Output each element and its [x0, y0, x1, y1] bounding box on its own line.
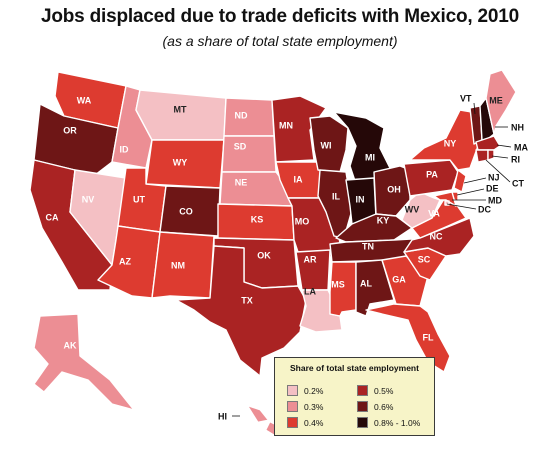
label-mo: MO — [295, 216, 310, 226]
label-me: ME — [489, 95, 503, 105]
legend-item: 0.8% - 1.0% — [357, 416, 420, 429]
label-wa: WA — [77, 95, 92, 105]
label-ma: MA — [514, 142, 528, 152]
label-ca: CA — [46, 212, 59, 222]
state-nd[interactable] — [223, 97, 275, 137]
label-nm: NM — [171, 260, 185, 270]
label-ar: AR — [304, 254, 317, 264]
label-ks: KS — [251, 214, 264, 224]
state-fl[interactable] — [365, 303, 451, 373]
label-va: VA — [428, 208, 440, 218]
label-ne: NE — [235, 177, 248, 187]
legend-item: 0.3% — [287, 400, 323, 413]
label-nc: NC — [430, 231, 443, 241]
label-mt: MT — [174, 104, 187, 114]
state-ma[interactable] — [475, 135, 501, 151]
legend-item: 0.5% — [357, 384, 393, 397]
label-ut: UT — [133, 194, 145, 204]
label-or: OR — [63, 125, 77, 135]
label-hi: HI — [218, 411, 227, 421]
label-ct: CT — [512, 178, 524, 188]
legend-label: 0.5% — [374, 385, 394, 396]
label-in: IN — [356, 194, 365, 204]
legend-swatch — [287, 401, 298, 413]
legend-title: Share of total state employment — [290, 363, 419, 373]
legend-label: 0.6% — [374, 401, 394, 412]
map-legend: Share of total state employment 0.2% 0.3… — [274, 357, 435, 436]
legend-swatch — [357, 401, 368, 413]
label-ak: AK — [64, 340, 77, 350]
state-ak[interactable] — [33, 313, 135, 411]
label-ia: IA — [294, 174, 304, 184]
label-vt: VT — [460, 93, 472, 103]
label-ms: MS — [331, 279, 345, 289]
label-sc: SC — [418, 254, 431, 264]
label-dc: DC — [478, 204, 491, 214]
label-mi: MI — [365, 152, 375, 162]
label-wi: WI — [321, 140, 332, 150]
state-sd[interactable] — [221, 135, 277, 173]
map-title: Jobs displaced due to trade deficits wit… — [40, 6, 520, 27]
label-al: AL — [360, 278, 372, 288]
legend-swatch — [357, 385, 368, 397]
label-id: ID — [120, 144, 130, 154]
state-me[interactable] — [485, 69, 517, 135]
state-tx[interactable] — [175, 245, 307, 377]
label-il: IL — [332, 191, 341, 201]
legend-item: 0.2% — [287, 384, 323, 397]
label-sd: SD — [234, 141, 247, 151]
legend-item: 0.6% — [357, 400, 393, 413]
label-nj: NJ — [488, 172, 500, 182]
state-ri[interactable] — [487, 149, 495, 161]
label-wv: WV — [405, 204, 420, 214]
state-md[interactable] — [433, 191, 457, 207]
legend-label: 0.2% — [304, 385, 324, 396]
label-tn: TN — [362, 241, 374, 251]
label-la: LA — [304, 286, 316, 296]
label-ok: OK — [257, 250, 271, 260]
label-ky: KY — [377, 215, 390, 225]
label-nh: NH — [511, 122, 524, 132]
state-mt[interactable] — [135, 89, 227, 141]
label-az: AZ — [119, 256, 131, 266]
legend-label: 0.4% — [304, 417, 324, 428]
label-tx: TX — [241, 295, 253, 305]
label-mn: MN — [279, 120, 293, 130]
label-co: CO — [179, 206, 193, 216]
label-ny: NY — [444, 138, 457, 148]
state-wi[interactable] — [309, 115, 349, 173]
legend-swatch — [287, 417, 298, 429]
label-md: MD — [488, 195, 502, 205]
state-nj[interactable] — [453, 169, 467, 193]
legend-swatch — [357, 417, 368, 429]
label-fl: FL — [423, 332, 434, 342]
label-nv: NV — [82, 194, 95, 204]
label-wy: WY — [173, 157, 188, 167]
map-subtitle: (as a share of total state employment) — [162, 33, 398, 49]
label-ga: GA — [392, 274, 406, 284]
legend-swatch — [287, 385, 298, 397]
label-de: DE — [486, 183, 499, 193]
legend-item: 0.4% — [287, 416, 323, 429]
label-pa: PA — [426, 169, 438, 179]
state-nm[interactable] — [151, 231, 215, 299]
label-nd: ND — [235, 110, 248, 120]
label-ri: RI — [511, 154, 520, 164]
label-oh: OH — [387, 184, 401, 194]
state-nc[interactable] — [403, 217, 475, 257]
legend-label: 0.8% - 1.0% — [374, 417, 421, 428]
legend-label: 0.3% — [304, 401, 324, 412]
